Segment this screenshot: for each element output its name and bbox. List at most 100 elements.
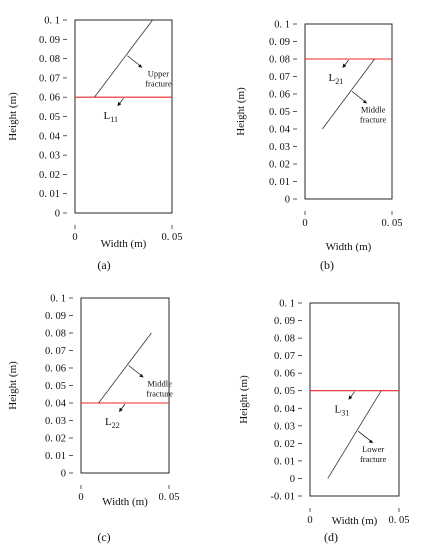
fracture-line [327,390,382,479]
y-tick-label: 0. 01 [45,451,66,462]
y-tick-label: 0 [290,474,295,485]
fracture-label-line2: fracture [146,389,173,399]
panel-frame [80,297,170,474]
y-tick-label: 0. 01 [274,456,295,467]
line-label-base: L [329,72,336,84]
fracture-arrowhead [139,374,144,378]
panel-caption: (a) [97,258,110,272]
y-tick-label: 0. 04 [269,125,291,136]
y-tick-label: 0. 07 [45,346,66,357]
y-tick-label: 0. 01 [269,177,290,188]
fracture-label-line2: fracture [145,79,172,89]
y-tick-label: 0. 09 [269,37,290,48]
panel-caption: (c) [97,530,110,544]
line-label: L22 [105,416,120,430]
y-tick-label: 0. 06 [45,364,66,375]
line-label-base: L [104,110,111,122]
panel-d: -0. 01 0 0. 01 0. 02 0. 03 0. 04 0. 05 0. 06 0. … [238,299,410,545]
line-label-arrowhead [342,63,347,68]
fracture-label-line1: Upper [148,69,169,79]
x-tick-label: 0. 05 [162,232,183,243]
fracture-label: Middle fracture [360,105,387,125]
y-tick-label: 0. 05 [274,386,295,397]
fracture-line [98,332,152,404]
x-axis-label: Width (m) [102,496,148,508]
fracture-label-line1: Middle [361,105,386,115]
y-tick-label: 0. 1 [274,20,290,31]
fracture-label: Upper fracture [145,69,172,89]
line-label-sub: 21 [335,77,343,86]
line-label-sub: 11 [110,115,118,124]
line-label-arrowhead [119,407,123,412]
line-label: L11 [104,110,118,124]
y-tick-label: 0. 03 [39,151,60,162]
panel-c: 0 0. 01 0. 02 0. 03 0. 04 0. 05 0. 06 0. 07 0. 0… [7,294,180,545]
y-tick-label: 0. 07 [39,73,60,84]
line-label-base: L [335,404,342,416]
x-tick-label: 0 [307,515,312,526]
y-tick-label: 0 [61,469,66,480]
x-tick-label: 0. 05 [159,492,180,503]
fracture-label: Middle fracture [146,379,173,399]
x-tick-label: 0 [78,492,83,503]
line-label-sub: 31 [341,409,349,418]
fracture-arrow [128,365,143,377]
y-tick-label: 0. 08 [269,55,290,66]
line-label-arrowhead [117,101,122,107]
y-axis-label: Height (m) [238,375,250,424]
x-tick-label: 0. 05 [382,218,403,229]
panel-a: 0 0. 01 0. 02 0. 03 0. 04 0. 05 0. 06 0. 07 0. 0… [7,16,183,273]
fracture-arrowhead [137,64,143,68]
y-tick-label: 0. 05 [39,112,60,123]
y-tick-label: 0. 05 [45,381,66,392]
fracture-arrow [127,55,142,68]
y-tick-label: 0. 04 [274,404,296,415]
panel-caption: (d) [324,530,338,544]
x-tick-label: 0 [302,218,307,229]
line-label-arrowhead [348,395,353,400]
y-axis-label: Height (m) [7,361,19,410]
y-tick-label: 0. 07 [269,72,290,83]
y-tick-label: 0. 09 [39,35,60,46]
y-tick-label: 0. 1 [50,294,66,305]
y-tick-label: 0. 1 [44,16,60,27]
y-tick-label: 0. 06 [39,93,60,104]
y-tick-label: 0. 02 [274,439,295,450]
panel-frame [304,23,393,200]
line-label-base: L [105,416,112,428]
y-tick-label: 0. 02 [39,170,60,181]
y-tick-label: 0. 08 [274,334,295,345]
fracture-arrowhead [362,100,368,104]
fracture-arrowhead [368,439,374,444]
line-label: L31 [335,404,350,418]
y-tick-label: 0. 06 [274,369,295,380]
y-tick-label: -0. 01 [271,492,296,503]
panel-b: 0 0. 01 0. 02 0. 03 0. 04 0. 05 0. 06 0. 07 0. 0… [235,20,403,273]
y-axis-label: Height (m) [235,87,247,136]
fracture-label-line1: Middle [147,379,172,389]
fracture-arrow [351,91,367,103]
y-axis-label: Height (m) [7,92,19,141]
panel-frame [74,19,173,214]
y-tick-label: 0. 05 [269,107,290,118]
fracture-arrow [357,430,373,443]
y-tick-label: 0. 01 [39,189,60,200]
fracture-label-line2: fracture [360,454,387,464]
fracture-line [322,58,375,130]
y-tick-label: 0. 04 [39,131,61,142]
y-tick-label: 0. 08 [39,54,60,65]
y-tick-label: 0. 02 [269,160,290,171]
x-tick-label: 0 [72,232,77,243]
fracture-label: Lower fracture [360,444,387,464]
y-tick-label: 0. 02 [45,434,66,445]
y-tick-label: 0. 07 [274,351,295,362]
y-tick-label: 0. 06 [269,90,290,101]
y-tick-label: 0. 03 [274,421,295,432]
x-tick-label: 0. 05 [389,515,410,526]
y-tick-label: 0 [285,195,290,206]
panel-frame [309,302,400,497]
line-label: L21 [329,72,344,86]
fracture-label-line2: fracture [360,115,387,125]
fracture-line [94,19,153,98]
